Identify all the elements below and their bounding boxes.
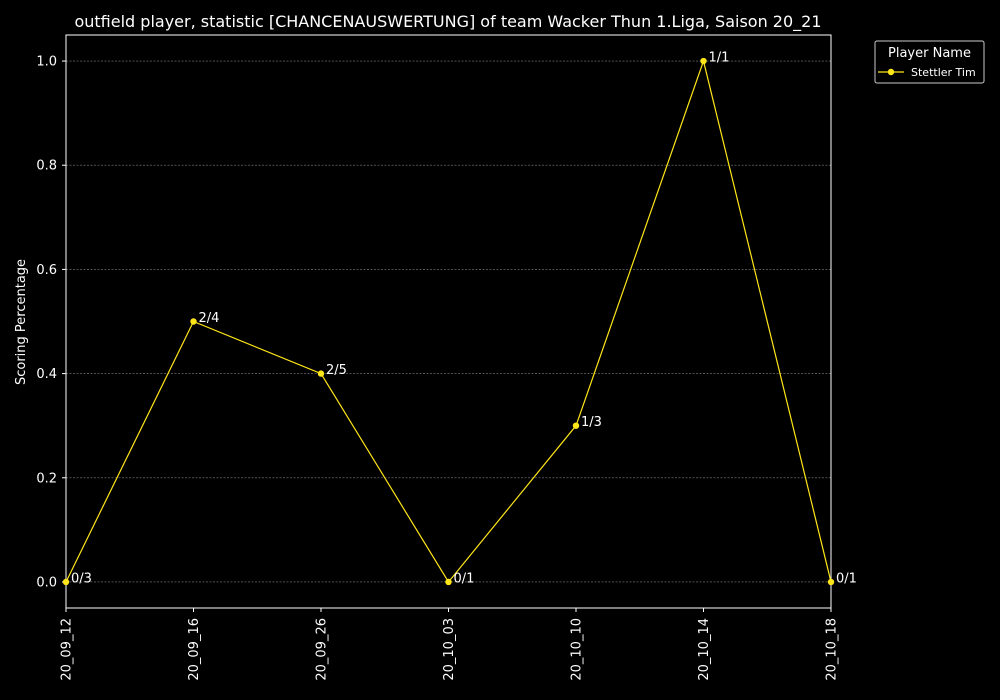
y-axis-ticks: 0.0 0.2 0.4 0.6 0.8 1.0 — [36, 55, 66, 590]
y-tick-label: 0.8 — [36, 159, 57, 174]
data-label: 0/1 — [836, 571, 857, 586]
data-label: 2/5 — [326, 363, 347, 378]
x-tick-label: 20_10_18 — [825, 618, 840, 681]
x-tick-label: 20_09_12 — [60, 618, 75, 681]
data-point[interactable] — [317, 370, 325, 377]
chart-title: outfield player, statistic [CHANCENAUSWE… — [74, 12, 821, 32]
legend-title: Player Name — [888, 46, 971, 61]
data-label: 0/1 — [454, 571, 475, 586]
x-tick-label: 20_10_14 — [697, 618, 712, 681]
legend-marker — [887, 68, 895, 76]
data-point[interactable] — [827, 578, 835, 586]
y-tick-label: 0.4 — [36, 367, 57, 382]
data-point[interactable] — [62, 578, 70, 586]
series-layer: 0/3 2/4 2/5 0/1 1/3 1/1 0/1 — [62, 51, 857, 586]
data-label: 1/1 — [709, 51, 730, 66]
data-point[interactable] — [445, 578, 452, 586]
data-label: 1/3 — [581, 415, 602, 430]
x-tick-label: 20_10_10 — [570, 618, 585, 681]
data-label: 0/3 — [71, 571, 92, 586]
grid-lines — [66, 60, 831, 583]
y-tick-label: 0.2 — [36, 471, 57, 486]
data-point[interactable] — [700, 57, 707, 65]
y-axis-label: Scoring Percentage — [14, 259, 29, 385]
legend[interactable]: Player Name Stettler Tim — [874, 40, 985, 84]
x-tick-label: 20_10_03 — [442, 618, 457, 681]
data-point[interactable] — [572, 422, 580, 429]
data-label: 2/4 — [199, 311, 220, 326]
y-tick-label: 0.6 — [36, 263, 57, 278]
x-tick-label: 20_09_26 — [315, 618, 330, 681]
x-tick-label: 20_09_16 — [187, 618, 202, 681]
y-tick-label: 1.0 — [36, 55, 57, 70]
data-point[interactable] — [190, 318, 197, 325]
legend-entry-label: Stettler Tim — [911, 66, 976, 79]
y-tick-label: 0.0 — [36, 575, 57, 590]
x-axis-ticks: 20_09_12 20_09_16 20_09_26 20_10_03 20_10_10… — [60, 608, 840, 681]
